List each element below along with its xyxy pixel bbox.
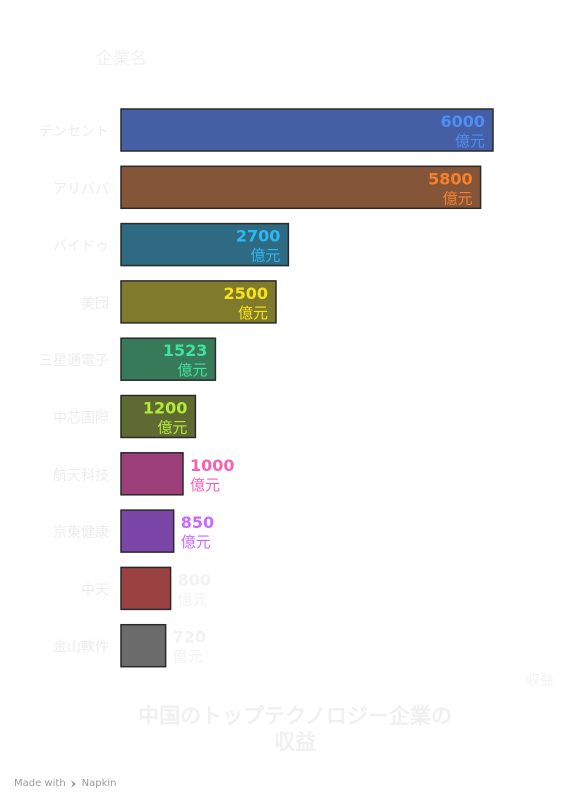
bar bbox=[120, 280, 277, 324]
bar bbox=[120, 222, 290, 267]
data-label-unit: 億元 bbox=[178, 590, 208, 608]
bar bbox=[120, 452, 184, 496]
y-axis-label: 企業名 bbox=[96, 49, 147, 69]
chart-title: 中国のトップテクノロジー企業の収益 bbox=[138, 704, 452, 754]
bar bbox=[120, 165, 482, 210]
bar bbox=[120, 337, 217, 381]
category-label: 金山軟件 bbox=[53, 640, 109, 656]
bar bbox=[120, 623, 167, 668]
bar bbox=[120, 566, 172, 611]
data-label-unit: 億元 bbox=[190, 476, 220, 494]
category-label: 京東健康 bbox=[53, 524, 109, 541]
data-label-unit: 億元 bbox=[173, 648, 203, 666]
category-label: バイドゥ bbox=[53, 239, 109, 255]
bar bbox=[120, 509, 175, 553]
category-label: アリババ bbox=[53, 181, 109, 197]
napkin-logo-icon bbox=[70, 779, 76, 788]
category-label: 中芯国際 bbox=[53, 411, 109, 427]
category-label: 三星通電子 bbox=[39, 353, 109, 369]
category-label: 美団 bbox=[81, 296, 109, 312]
data-label-unit: 億元 bbox=[181, 533, 211, 551]
x-axis-label: 収益 bbox=[526, 673, 554, 689]
data-label-value: 1523 bbox=[163, 341, 208, 360]
data-label-unit: 億元 bbox=[455, 132, 485, 150]
category-label: テンセント bbox=[39, 124, 109, 140]
bar bbox=[120, 394, 197, 439]
footer-brand: Napkin bbox=[81, 778, 117, 789]
data-label-unit: 億元 bbox=[157, 419, 187, 437]
category-label: 航天科技 bbox=[53, 468, 109, 484]
data-label-value: 1000 bbox=[190, 456, 235, 475]
data-label-unit: 億元 bbox=[238, 304, 268, 322]
data-label-unit: 億元 bbox=[250, 247, 280, 265]
category-label: 中天 bbox=[81, 582, 109, 598]
data-label-value: 5800 bbox=[428, 169, 473, 188]
bar-chart: テンセント6000億元アリババ5800億元バイドゥ2700億元美団2500億元三… bbox=[39, 108, 494, 668]
data-label-value: 850 bbox=[181, 513, 214, 532]
data-label-value: 6000 bbox=[440, 112, 485, 131]
data-label-value: 720 bbox=[173, 628, 206, 647]
bar bbox=[120, 108, 494, 152]
footer-credit: Made with Napkin bbox=[14, 778, 117, 789]
data-label-value: 2700 bbox=[236, 227, 281, 246]
data-label-unit: 億元 bbox=[177, 361, 207, 379]
data-label-value: 2500 bbox=[223, 284, 268, 303]
data-label-value: 800 bbox=[178, 570, 211, 589]
data-label-value: 1200 bbox=[143, 399, 188, 418]
footer-text: Made with bbox=[14, 778, 66, 789]
data-label-unit: 億元 bbox=[443, 189, 473, 207]
